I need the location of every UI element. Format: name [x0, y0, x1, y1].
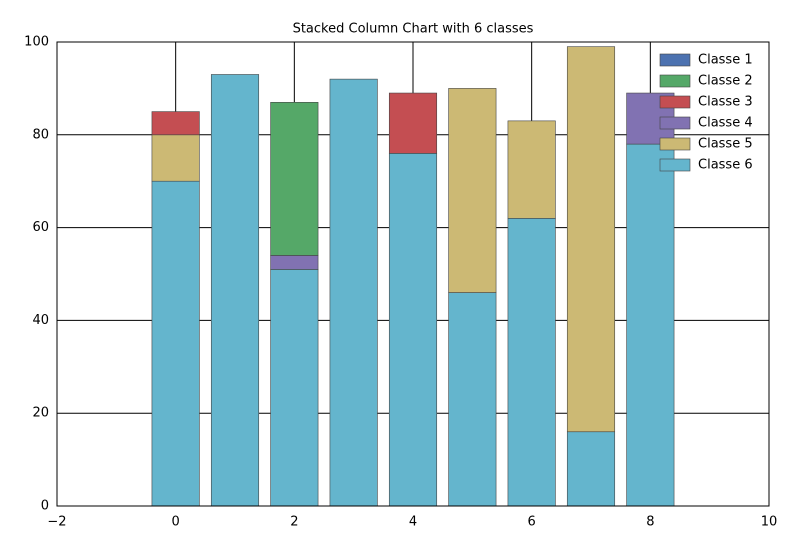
y-tick-label: 0	[41, 499, 49, 514]
bar-segment	[270, 255, 319, 270]
x-tick-label: −2	[47, 515, 66, 530]
legend-swatch	[659, 158, 691, 172]
bar-segment	[329, 78, 378, 507]
bar-segment	[566, 46, 616, 433]
legend-swatch	[659, 137, 691, 151]
x-tick-label: 2	[290, 515, 298, 530]
bar-segment	[151, 111, 200, 136]
legend-swatch	[659, 74, 691, 88]
bar-segment	[507, 120, 556, 219]
chart-title: Stacked Column Chart with 6 classes	[293, 22, 534, 37]
bar-segment	[507, 218, 556, 507]
y-tick-label: 80	[32, 127, 49, 142]
bar-segment	[151, 180, 200, 507]
bar-segment	[626, 143, 675, 507]
legend-label: Classe 1	[698, 53, 753, 68]
bar-segment	[270, 102, 319, 256]
x-tick-label: 8	[646, 515, 654, 530]
bar-segment	[566, 431, 616, 507]
bar-segment	[388, 92, 438, 154]
x-tick-label: 6	[528, 515, 536, 530]
x-tick-label: 4	[409, 515, 417, 530]
x-tick-label: 0	[172, 515, 180, 530]
legend-label: Classe 5	[698, 137, 753, 152]
legend-swatch	[659, 116, 691, 130]
bar-segment	[270, 269, 319, 507]
bar-segment	[448, 292, 497, 507]
legend-label: Classe 4	[698, 116, 753, 131]
legend-label: Classe 2	[698, 74, 753, 89]
legend-label: Classe 6	[698, 158, 753, 173]
y-tick-label: 60	[32, 220, 49, 235]
bar-segment	[388, 153, 438, 507]
bar-segment	[448, 88, 497, 293]
bar-segment	[151, 134, 200, 182]
legend-swatch	[659, 95, 691, 109]
legend-swatch	[659, 53, 691, 67]
plot-frame	[56, 41, 770, 507]
bar-segment	[210, 74, 260, 507]
legend-label: Classe 3	[698, 95, 753, 110]
x-tick-label: 10	[761, 515, 778, 530]
y-tick-label: 40	[32, 313, 49, 328]
y-tick-label: 100	[24, 35, 49, 50]
y-tick-label: 20	[32, 406, 49, 421]
